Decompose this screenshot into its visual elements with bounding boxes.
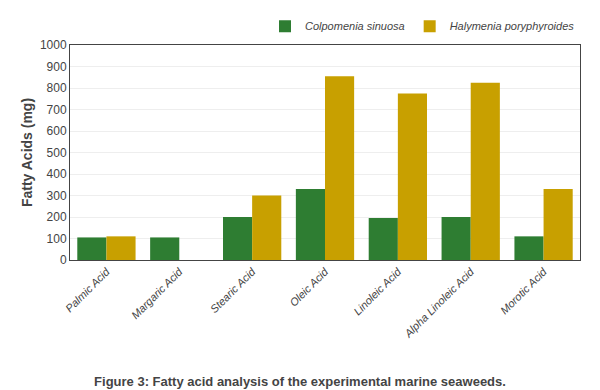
svg-text:Fatty Acids (mg): Fatty Acids (mg) (19, 98, 35, 207)
svg-text:Palmic Acid: Palmic Acid (63, 265, 112, 314)
svg-text:600: 600 (47, 124, 67, 138)
svg-text:Linoleic Acid: Linoleic Acid (351, 265, 403, 317)
svg-text:1000: 1000 (40, 38, 67, 52)
svg-text:Alpha Linoleic Acid: Alpha Linoleic Acid (401, 265, 476, 340)
svg-text:400: 400 (47, 167, 67, 181)
svg-text:900: 900 (47, 60, 67, 74)
svg-text:Oleic Acid: Oleic Acid (287, 265, 331, 309)
svg-text:500: 500 (47, 146, 67, 160)
svg-text:200: 200 (47, 210, 67, 224)
svg-text:800: 800 (47, 81, 67, 95)
svg-text:Margaric Acid: Margaric Acid (129, 265, 185, 321)
svg-text:700: 700 (47, 103, 67, 117)
svg-text:Figure 3: Fatty acid analysis: Figure 3: Fatty acid analysis of the exp… (94, 374, 506, 389)
svg-text:Colpomenia sinuosa: Colpomenia sinuosa (305, 20, 405, 32)
svg-text:Stearic Acid: Stearic Acid (208, 265, 258, 315)
svg-text:Halymenia poryphyroides: Halymenia poryphyroides (450, 20, 575, 32)
svg-text:300: 300 (47, 189, 67, 203)
svg-text:Morotic Acid: Morotic Acid (498, 265, 550, 317)
svg-text:100: 100 (47, 232, 67, 246)
svg-text:0: 0 (60, 253, 67, 267)
